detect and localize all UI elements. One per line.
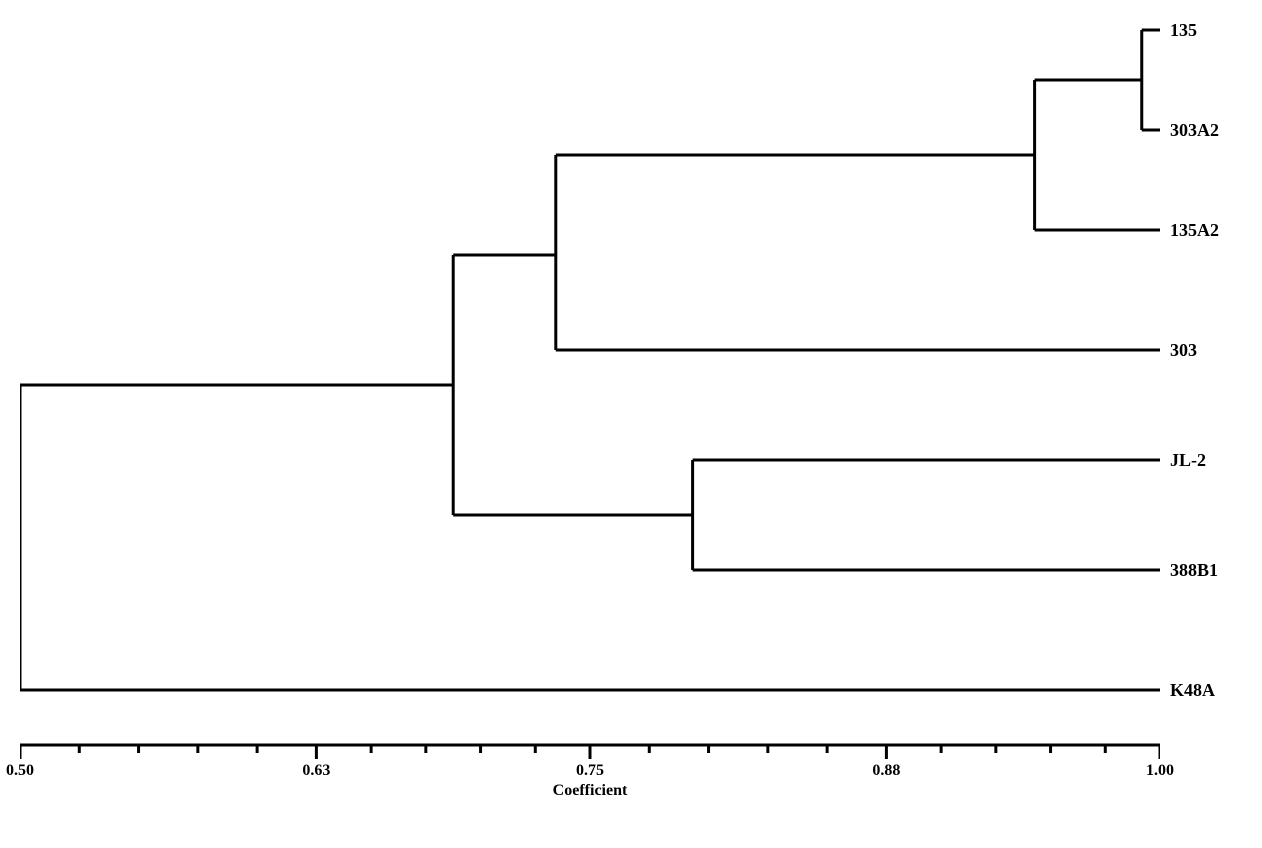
leaf-label: 388B1 [1170,560,1218,581]
dendrogram-plot [20,10,1160,710]
axis-tick-label: 0.50 [6,762,34,780]
axis-title: Coefficient [553,782,628,800]
leaf-label: K48A [1170,680,1215,701]
axis-tick-label: 0.63 [302,762,330,780]
leaf-label: 135A2 [1170,220,1219,241]
leaf-label: 135 [1170,20,1197,41]
leaf-label: JL-2 [1170,450,1206,471]
axis-area: 0.500.630.750.881.00 Coefficient [20,740,1160,800]
leaf-label: 303A2 [1170,120,1219,141]
axis-tick-label: 0.88 [872,762,900,780]
axis-tick-label: 1.00 [1146,762,1174,780]
leaf-label: 303 [1170,340,1197,361]
axis-tick-label: 0.75 [576,762,604,780]
dendrogram-svg [20,10,1160,710]
